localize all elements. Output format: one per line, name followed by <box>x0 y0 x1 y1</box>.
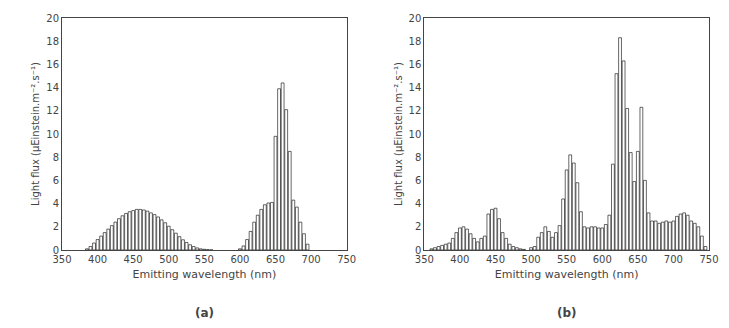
svg-text:2: 2 <box>53 221 59 232</box>
svg-text:14: 14 <box>46 82 59 93</box>
svg-text:0: 0 <box>415 245 421 256</box>
svg-text:550: 550 <box>557 254 576 265</box>
svg-text:2: 2 <box>415 221 421 232</box>
svg-text:700: 700 <box>302 254 321 265</box>
svg-text:14: 14 <box>409 82 422 93</box>
svg-text:400: 400 <box>450 254 469 265</box>
svg-text:450: 450 <box>124 254 143 265</box>
svg-text:350: 350 <box>415 254 434 265</box>
svg-text:500: 500 <box>522 254 541 265</box>
svg-text:(b): (b) <box>557 306 577 320</box>
svg-text:600: 600 <box>230 254 249 265</box>
svg-text:350: 350 <box>52 254 71 265</box>
svg-text:20: 20 <box>46 13 59 24</box>
svg-text:Light flux (μEinstein.m⁻².s⁻¹): Light flux (μEinstein.m⁻².s⁻¹) <box>30 62 41 206</box>
svg-text:750: 750 <box>699 254 718 265</box>
svg-text:10: 10 <box>409 129 422 140</box>
svg-text:18: 18 <box>46 36 59 47</box>
svg-text:20: 20 <box>409 13 422 24</box>
svg-text:12: 12 <box>409 105 422 116</box>
svg-text:700: 700 <box>664 254 683 265</box>
svg-text:4: 4 <box>53 198 59 209</box>
svg-text:500: 500 <box>159 254 178 265</box>
svg-text:16: 16 <box>409 59 422 70</box>
svg-text:12: 12 <box>46 105 59 116</box>
svg-text:4: 4 <box>415 198 421 209</box>
svg-text:8: 8 <box>53 152 59 163</box>
svg-text:400: 400 <box>88 254 107 265</box>
svg-text:8: 8 <box>415 152 421 163</box>
svg-text:650: 650 <box>266 254 285 265</box>
svg-text:550: 550 <box>195 254 214 265</box>
svg-text:Emitting wavelength (nm): Emitting wavelength (nm) <box>132 268 276 281</box>
svg-text:6: 6 <box>53 175 59 186</box>
svg-text:(a): (a) <box>195 306 214 320</box>
svg-text:18: 18 <box>409 36 422 47</box>
svg-text:0: 0 <box>53 245 59 256</box>
svg-text:6: 6 <box>415 175 421 186</box>
svg-text:Light flux (μEinstein.m⁻².s⁻¹): Light flux (μEinstein.m⁻².s⁻¹) <box>393 62 404 206</box>
svg-text:16: 16 <box>46 59 59 70</box>
svg-text:600: 600 <box>593 254 612 265</box>
svg-text:750: 750 <box>337 254 356 265</box>
svg-text:650: 650 <box>628 254 647 265</box>
svg-text:450: 450 <box>486 254 505 265</box>
svg-text:Emitting wavelength (nm): Emitting wavelength (nm) <box>495 268 639 281</box>
svg-text:10: 10 <box>46 129 59 140</box>
